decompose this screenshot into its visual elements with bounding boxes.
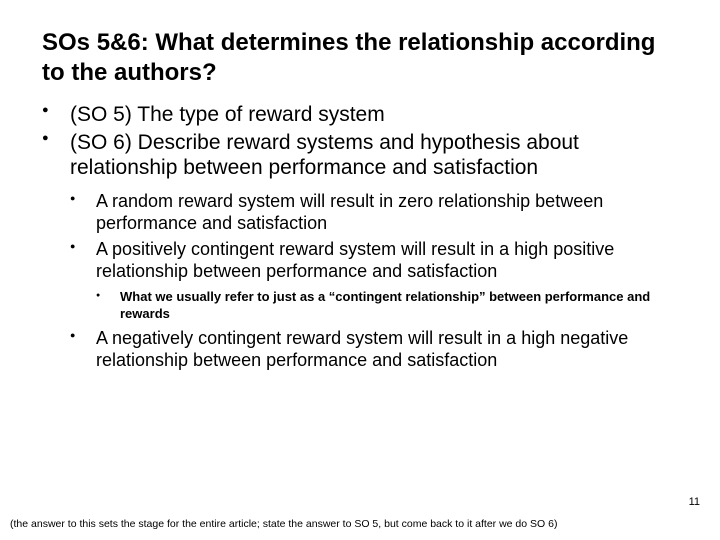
slide-title: SOs 5&6: What determines the relationshi…	[42, 28, 678, 88]
bullet-text: (SO 6) Describe reward systems and hypot…	[70, 131, 579, 180]
bullet-l3: What we usually refer to just as a “cont…	[96, 289, 678, 323]
bullet-text: What we usually refer to just as a “cont…	[120, 289, 650, 321]
bullet-l1: (SO 5) The type of reward system	[42, 102, 678, 128]
bullet-l2: A positively contingent reward system wi…	[70, 239, 678, 323]
page-number: 11	[689, 496, 700, 508]
bullet-list-level2: A random reward system will result in ze…	[70, 191, 678, 373]
bullet-text: (SO 5) The type of reward system	[70, 103, 385, 126]
bullet-text: A positively contingent reward system wi…	[96, 239, 614, 281]
bullet-l2: A negatively contingent reward system wi…	[70, 328, 678, 372]
bullet-list-level3: What we usually refer to just as a “cont…	[96, 289, 678, 323]
bullet-list-level1: (SO 5) The type of reward system (SO 6) …	[42, 102, 678, 372]
slide: SOs 5&6: What determines the relationshi…	[0, 0, 720, 540]
footnote: (the answer to this sets the stage for t…	[10, 518, 557, 530]
bullet-l1: (SO 6) Describe reward systems and hypot…	[42, 130, 678, 373]
bullet-l2: A random reward system will result in ze…	[70, 191, 678, 235]
bullet-text: A random reward system will result in ze…	[96, 191, 603, 233]
bullet-text: A negatively contingent reward system wi…	[96, 328, 628, 370]
